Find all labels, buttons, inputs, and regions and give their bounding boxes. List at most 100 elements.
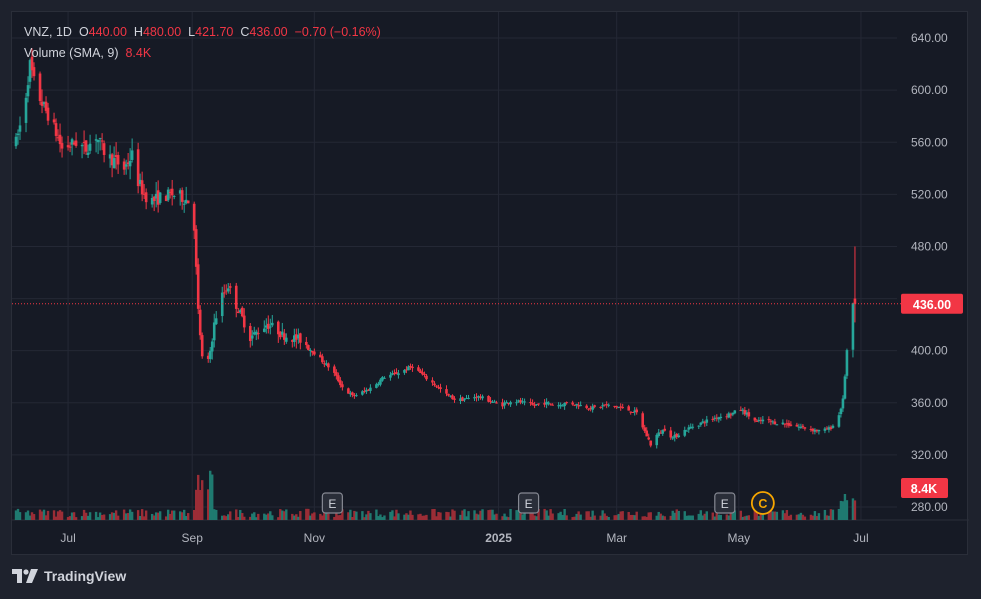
candle-body <box>531 402 534 405</box>
volume-bar <box>823 509 827 520</box>
candle-body <box>178 190 182 194</box>
corporate-event-marker-icon[interactable] <box>750 491 775 515</box>
volume-bar <box>297 516 300 520</box>
candle-body <box>845 350 849 376</box>
chart-panel[interactable]: 640.00 600.00 560.00 520.00 480.00 440.00 400.… <box>11 11 969 556</box>
volume-bar <box>781 510 785 520</box>
volume-badge <box>901 478 948 498</box>
candle-body <box>487 395 490 402</box>
volume-bar <box>46 510 50 520</box>
volume-bar <box>166 509 170 520</box>
volume-bar <box>645 516 648 520</box>
volume-bar <box>605 515 608 520</box>
candle-body <box>745 412 749 415</box>
candle-body <box>655 434 659 446</box>
candle-body <box>433 383 436 386</box>
volume-bar <box>353 510 356 520</box>
volume-bar <box>801 514 805 520</box>
candle-body <box>467 397 470 399</box>
candle-body <box>198 309 202 336</box>
candle-body <box>16 133 20 135</box>
volume-bar <box>347 512 350 520</box>
volume-bar <box>255 517 258 520</box>
candle-body <box>565 402 568 404</box>
candle-body <box>747 412 751 417</box>
volume-bar <box>417 514 420 520</box>
volume-bar <box>283 511 286 520</box>
volume-indicator-label[interactable]: Volume (SMA, 9) <box>24 46 119 60</box>
candle-body <box>327 363 330 368</box>
volume-bar <box>243 516 246 520</box>
candle-body <box>214 318 218 325</box>
candle-body <box>579 405 582 407</box>
candle-body <box>411 366 414 369</box>
volume-bar <box>531 510 534 520</box>
volume-bar <box>102 514 106 520</box>
candle-body <box>437 386 440 388</box>
candle-body <box>405 369 408 371</box>
candle-body <box>299 333 302 343</box>
volume-bar <box>44 515 48 520</box>
candle-body <box>46 107 50 121</box>
candle-body <box>365 389 368 392</box>
volume-bar <box>745 515 749 520</box>
volume-bar <box>207 489 210 520</box>
candle-body <box>154 193 158 199</box>
volume-bar <box>182 509 186 520</box>
volume-indicator-value: 8.4K <box>125 46 152 60</box>
volume-bar <box>579 514 582 520</box>
volume-bar <box>221 515 224 520</box>
candle-body <box>122 161 126 170</box>
candle-body <box>423 373 426 376</box>
candle-body <box>28 60 32 82</box>
volume-bar <box>603 513 606 520</box>
candle-body <box>321 356 324 363</box>
legend-symbol[interactable]: VNZ <box>24 25 49 39</box>
tradingview-brand[interactable]: TradingView <box>12 568 126 584</box>
volume-bar <box>515 510 518 520</box>
candle-body <box>152 196 156 202</box>
candle-body <box>743 410 747 415</box>
candle-body <box>375 384 378 388</box>
candle-body <box>86 152 90 156</box>
volume-bar <box>675 509 678 520</box>
candle-body <box>495 402 498 404</box>
earnings-marker-icon[interactable] <box>517 492 540 514</box>
volume-bar <box>152 515 156 520</box>
volume-bar <box>593 515 596 520</box>
candle-body <box>489 400 492 402</box>
earnings-marker-icon[interactable] <box>714 492 736 514</box>
candle-body <box>186 200 190 204</box>
volume-bar <box>425 514 428 520</box>
candle-body <box>166 189 170 201</box>
candle-body <box>535 404 538 406</box>
volume-bar <box>223 515 226 520</box>
volume-bar <box>227 514 230 520</box>
candle-body <box>335 372 338 376</box>
volume-bar <box>517 509 520 520</box>
volume-bar <box>68 516 72 520</box>
candle-body <box>647 437 651 440</box>
price-chart[interactable]: 640.00 600.00 560.00 520.00 480.00 440.00 400.… <box>12 12 969 556</box>
legend-open-label: O <box>78 25 89 39</box>
candle-body <box>30 56 34 71</box>
volume-bar <box>419 513 422 520</box>
volume-bar <box>335 512 338 520</box>
volume-bar <box>369 513 372 520</box>
candle-body <box>355 395 358 397</box>
candle-body <box>677 435 681 437</box>
volume-bar <box>211 474 214 520</box>
volume-bar <box>150 513 154 520</box>
candle-body <box>605 404 608 406</box>
candle-body <box>72 142 76 145</box>
volume-bar <box>279 509 282 520</box>
volume-bar <box>741 516 745 520</box>
candle-body <box>393 372 396 374</box>
candle-body <box>172 195 176 197</box>
candle-body <box>42 102 46 105</box>
last-price-badge <box>901 293 963 314</box>
candle-body <box>128 160 132 167</box>
candle-body <box>775 424 779 426</box>
x-tick-label: May <box>727 531 750 545</box>
earnings-marker-icon[interactable] <box>321 492 343 514</box>
